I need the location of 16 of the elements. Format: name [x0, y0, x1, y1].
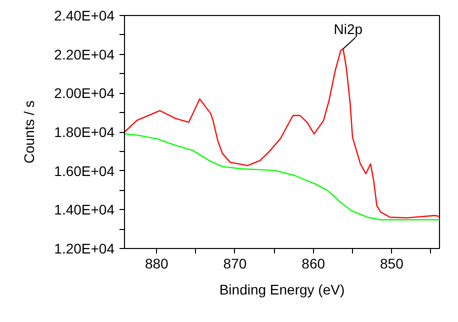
line-series — [124, 133, 440, 220]
y-tick-label: 1.60E+04 — [54, 162, 115, 179]
y-tick-label: 1.80E+04 — [54, 124, 115, 140]
x-axis-title: Binding Energy (eV) — [219, 282, 345, 298]
line-series — [124, 48, 440, 218]
x-tick-label: 860 — [302, 256, 326, 272]
y-tick-label: 2.00E+04 — [54, 85, 115, 102]
x-tick-label: 850 — [380, 256, 404, 272]
y-axis-title: Counts / s — [21, 100, 38, 164]
x-tick-label: 880 — [144, 256, 169, 272]
annotation: Ni2p — [334, 21, 363, 38]
y-tick-label: 2.20E+04 — [54, 46, 115, 62]
y-tick-label: 2.40E+04 — [54, 8, 115, 24]
x-tick-label: 870 — [223, 256, 247, 272]
y-tick-label: 1.20E+04 — [54, 240, 115, 256]
y-tick-label: 1.40E+04 — [54, 202, 115, 218]
